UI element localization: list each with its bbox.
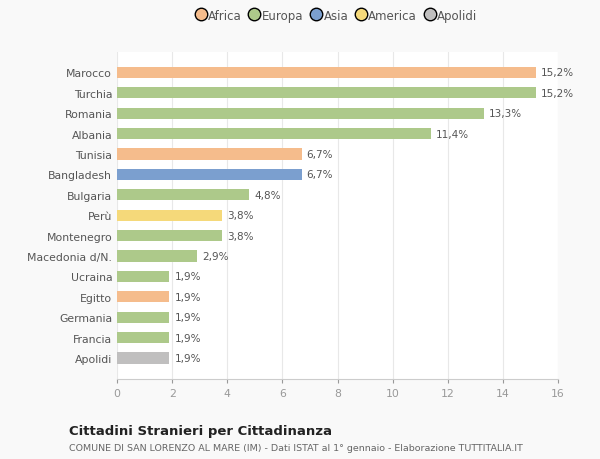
Text: 1,9%: 1,9% — [175, 272, 201, 282]
Text: 2,9%: 2,9% — [202, 252, 229, 262]
Bar — [117, 312, 169, 323]
Bar — [117, 210, 222, 221]
Bar — [117, 129, 431, 140]
Text: 4,8%: 4,8% — [254, 190, 281, 201]
Bar — [117, 353, 169, 364]
Text: 11,4%: 11,4% — [436, 129, 469, 139]
Text: 3,8%: 3,8% — [227, 231, 253, 241]
Bar — [117, 108, 484, 119]
Bar — [117, 291, 169, 303]
Bar — [117, 251, 197, 262]
Text: Cittadini Stranieri per Cittadinanza: Cittadini Stranieri per Cittadinanza — [69, 425, 332, 437]
Text: 1,9%: 1,9% — [175, 292, 201, 302]
Text: 3,8%: 3,8% — [227, 211, 253, 221]
Bar — [117, 271, 169, 282]
Bar — [117, 169, 302, 180]
Text: 6,7%: 6,7% — [307, 170, 333, 180]
Legend: Africa, Europa, Asia, America, Apolidi: Africa, Europa, Asia, America, Apolidi — [197, 10, 478, 23]
Bar — [117, 332, 169, 343]
Text: 1,9%: 1,9% — [175, 353, 201, 363]
Text: COMUNE DI SAN LORENZO AL MARE (IM) - Dati ISTAT al 1° gennaio - Elaborazione TUT: COMUNE DI SAN LORENZO AL MARE (IM) - Dat… — [69, 443, 523, 452]
Text: 15,2%: 15,2% — [541, 68, 574, 78]
Text: 1,9%: 1,9% — [175, 333, 201, 343]
Text: 15,2%: 15,2% — [541, 89, 574, 99]
Bar — [117, 67, 536, 79]
Bar — [117, 190, 250, 201]
Bar — [117, 149, 302, 160]
Text: 6,7%: 6,7% — [307, 150, 333, 160]
Text: 13,3%: 13,3% — [488, 109, 521, 119]
Text: 1,9%: 1,9% — [175, 313, 201, 323]
Bar — [117, 230, 222, 242]
Bar — [117, 88, 536, 99]
